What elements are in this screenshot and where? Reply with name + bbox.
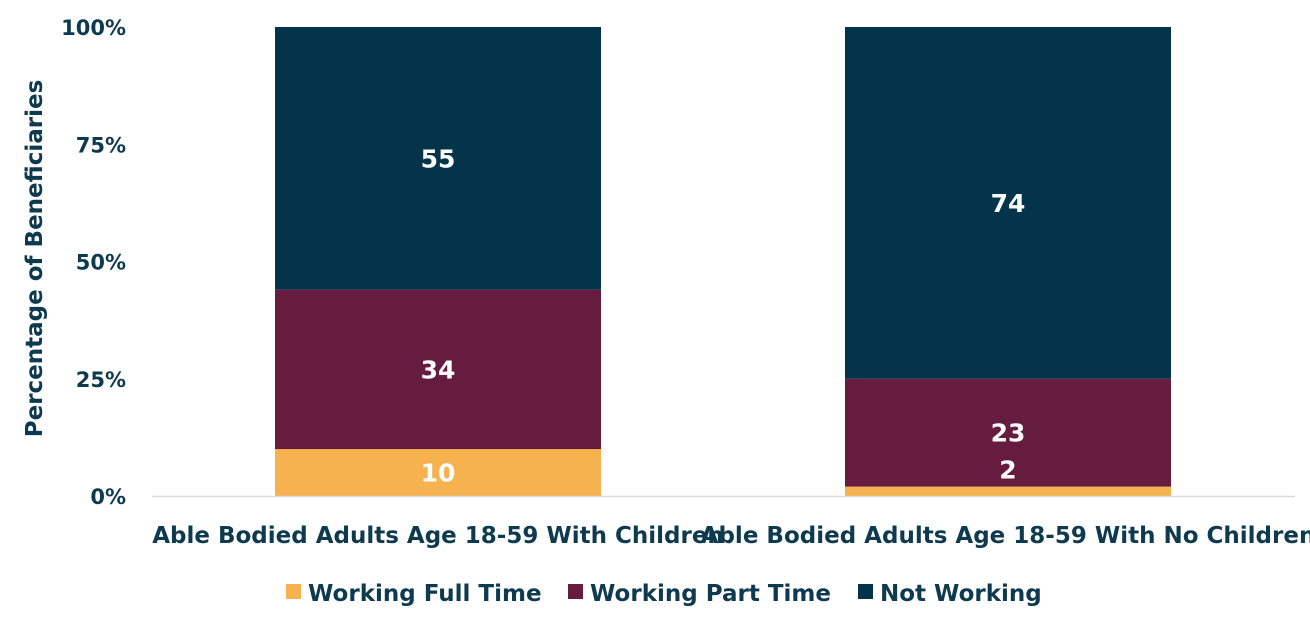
data-label: 2 [999, 456, 1016, 485]
y-tick-label: 50% [76, 251, 126, 275]
legend-item: Working Part Time [568, 581, 831, 607]
legend-label: Working Part Time [590, 581, 831, 607]
legend-label: Working Full Time [308, 581, 542, 607]
y-tick-label: 75% [76, 133, 126, 157]
legend: Working Full Time Working Part Time Not Wo… [286, 581, 1042, 607]
y-axis-title: Percentage of Beneficiaries [22, 80, 48, 438]
y-tick-label: 0% [90, 485, 126, 509]
data-label: 55 [421, 144, 456, 173]
bar-labels: 10 34 55 2 23 74 [421, 144, 1026, 487]
data-label: 74 [991, 189, 1026, 218]
bar-segment [275, 449, 601, 496]
bar-segment [845, 27, 1171, 379]
legend-swatch [858, 584, 873, 599]
legend-item: Not Working [858, 581, 1042, 607]
x-axis: Able Bodied Adults Age 18-59 With Childr… [152, 523, 1310, 549]
legend-label: Not Working [880, 581, 1042, 607]
x-category-label: Able Bodied Adults Age 18-59 With No Chi… [701, 523, 1310, 549]
x-category-label: Able Bodied Adults Age 18-59 With Childr… [152, 523, 724, 549]
legend-swatch [568, 584, 583, 599]
y-tick-label: 100% [61, 16, 126, 40]
bar-segment [845, 378, 1171, 487]
y-tick-label: 25% [76, 368, 126, 392]
bar-segment [275, 27, 601, 290]
legend-item: Working Full Time [286, 581, 542, 607]
bar-segment [275, 289, 601, 450]
bars [275, 27, 1171, 496]
legend-swatch [286, 584, 301, 599]
y-axis: 0% 25% 50% 75% 100% [61, 16, 126, 509]
data-label: 34 [421, 355, 456, 384]
data-label: 10 [421, 459, 456, 488]
data-label: 23 [991, 419, 1026, 448]
bar-segment [845, 486, 1171, 496]
